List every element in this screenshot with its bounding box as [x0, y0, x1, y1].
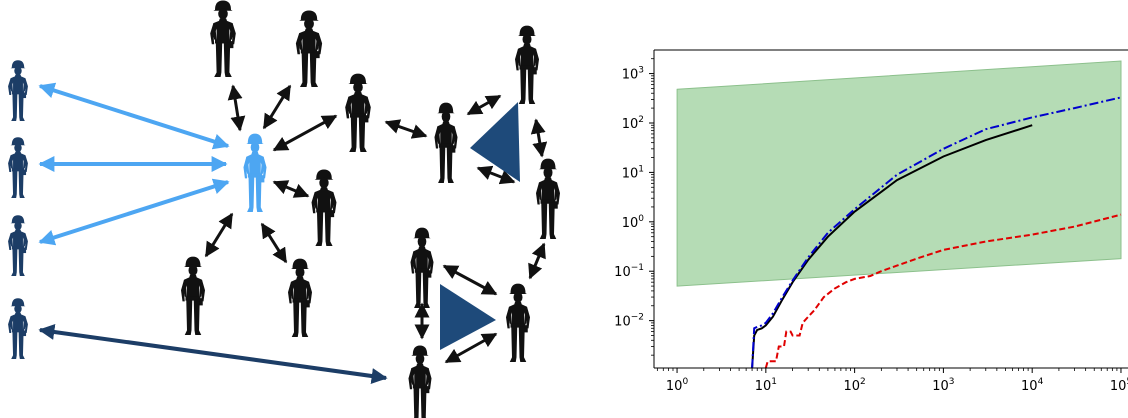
- x-tick-label: 105: [1110, 377, 1128, 394]
- y-tick-label: 10−2: [614, 313, 644, 330]
- y-tick-label: 10−1: [614, 263, 644, 280]
- worker-silhouette-icon: [295, 10, 323, 88]
- arrow: [476, 165, 516, 185]
- arrow: [272, 114, 338, 152]
- arrow: [227, 84, 246, 132]
- worker-silhouette-icon: [8, 298, 28, 359]
- worker-silhouette-icon: [210, 0, 236, 78]
- series-line-dashed: [764, 213, 1122, 368]
- ticks: 100 101 102 103 104 105 10−2 10−1 100 101 102 103: [614, 58, 1128, 394]
- arrow: [38, 82, 230, 150]
- arrow: [38, 178, 230, 246]
- y-tick-label: 102: [622, 115, 644, 132]
- broadcast-arrows: [38, 82, 230, 246]
- arrow: [466, 94, 502, 116]
- peer-arrows: [204, 84, 548, 364]
- y-tick-label: 101: [622, 164, 644, 181]
- arrow: [272, 180, 310, 198]
- worker-silhouette-icon: [345, 73, 371, 152]
- series-line-dashdot: [751, 96, 1122, 368]
- loglog-chart: 100 101 102 103 104 105 10−2 10−1 100 101 102 103: [614, 49, 1128, 394]
- series-line-solid: [751, 124, 1033, 368]
- worker-silhouette-icon: [8, 215, 28, 276]
- worker-silhouette-icon: [536, 158, 560, 239]
- arrow: [528, 242, 546, 280]
- worker-silhouette-icon: [434, 102, 458, 183]
- group-triangle-icon: [470, 102, 520, 182]
- x-tick-label: 100: [666, 377, 689, 394]
- x-tick-label: 102: [843, 377, 865, 394]
- worker-silhouette-icon: [288, 258, 312, 337]
- x-tick-label: 103: [932, 377, 954, 394]
- arrow: [38, 324, 388, 384]
- confidence-band: [676, 60, 1122, 287]
- group-triangle-icon: [440, 284, 496, 350]
- worker-silhouette-icon: [181, 256, 205, 335]
- y-tick-label: 100: [622, 214, 645, 231]
- x-tick-label: 101: [755, 377, 777, 394]
- arrow: [442, 264, 498, 296]
- arrow: [444, 332, 498, 364]
- worker-silhouette-icon: [8, 60, 28, 121]
- worker-silhouette-icon: [515, 25, 539, 104]
- arrow: [384, 119, 428, 139]
- band-area: [676, 60, 1122, 287]
- y-tick-label: 103: [622, 66, 644, 83]
- series-layer: [751, 96, 1122, 368]
- worker-silhouette-icon: [311, 169, 337, 246]
- arrow: [530, 118, 548, 158]
- arrow: [204, 212, 234, 258]
- worker-silhouette-icon: [408, 345, 432, 418]
- worker-silhouette-icon: [410, 227, 434, 308]
- arrow: [262, 84, 292, 130]
- worker-silhouette-icon: [8, 137, 28, 198]
- arrow: [260, 222, 288, 264]
- worker-silhouette-icon: [506, 283, 530, 362]
- x-tick-label: 104: [1021, 377, 1044, 394]
- worker-silhouette-icon: [243, 133, 267, 212]
- network-diagram: [8, 0, 560, 418]
